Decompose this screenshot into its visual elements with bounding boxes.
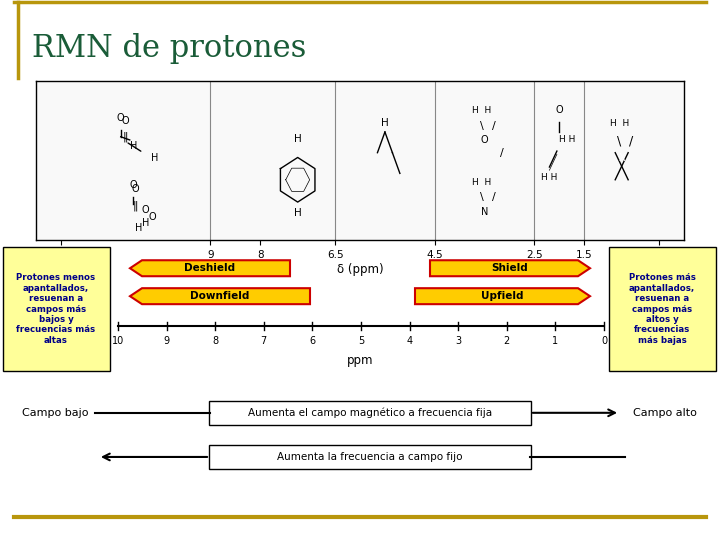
Text: Campo alto: Campo alto — [633, 408, 697, 418]
Text: H: H — [130, 141, 137, 152]
Text: H: H — [150, 153, 158, 163]
Polygon shape — [130, 288, 310, 304]
Text: H: H — [294, 208, 302, 218]
Text: /: / — [492, 192, 496, 202]
Text: 1: 1 — [552, 336, 559, 346]
Text: Aumenta el campo magnético a frecuencia fija: Aumenta el campo magnético a frecuencia … — [248, 408, 492, 418]
Polygon shape — [415, 288, 590, 304]
X-axis label: δ (ppm): δ (ppm) — [337, 263, 383, 276]
Text: O: O — [556, 105, 563, 115]
Text: \: \ — [480, 121, 483, 131]
Text: 5: 5 — [358, 336, 364, 346]
Text: O: O — [481, 135, 488, 145]
Text: H  H: H H — [472, 178, 492, 186]
Text: 6: 6 — [310, 336, 315, 346]
Polygon shape — [430, 260, 590, 276]
Text: 10: 10 — [112, 336, 124, 346]
Text: ppm: ppm — [347, 354, 373, 367]
Text: Aumenta la frecuencia a campo fijo: Aumenta la frecuencia a campo fijo — [277, 452, 463, 462]
Text: Downfield: Downfield — [190, 291, 250, 301]
FancyBboxPatch shape — [609, 247, 716, 371]
Text: O: O — [148, 212, 156, 221]
Text: Deshield: Deshield — [184, 263, 235, 273]
Text: 4: 4 — [407, 336, 413, 346]
Text: 2: 2 — [504, 336, 510, 346]
Text: H H: H H — [559, 134, 575, 144]
Text: \: \ — [617, 134, 621, 148]
Text: N: N — [481, 207, 488, 217]
FancyBboxPatch shape — [209, 401, 531, 425]
Text: O: O — [130, 180, 137, 190]
Text: 8: 8 — [212, 336, 218, 346]
Text: /: / — [492, 121, 496, 131]
Text: Protones más
apantallados,
resuenan a
campos más
altos y
frecuencias
más bajas: Protones más apantallados, resuenan a ca… — [629, 273, 696, 345]
Text: Protones menos
apantallados,
resuenan a
campos más
bajos y
frecuencias más
altas: Protones menos apantallados, resuenan a … — [17, 273, 96, 345]
Text: O: O — [122, 116, 130, 126]
Text: Campo bajo: Campo bajo — [22, 408, 89, 418]
Text: H  H: H H — [472, 106, 492, 115]
Text: /: / — [629, 134, 634, 148]
Text: H: H — [135, 222, 142, 233]
Text: 9: 9 — [163, 336, 170, 346]
Text: RMN de protones: RMN de protones — [32, 33, 307, 64]
Text: H: H — [381, 118, 389, 127]
FancyBboxPatch shape — [209, 445, 531, 469]
Text: /: / — [500, 148, 503, 158]
Text: 0: 0 — [601, 336, 607, 346]
Text: ‖: ‖ — [133, 200, 138, 211]
Text: H  H: H H — [610, 119, 629, 127]
Text: \: \ — [480, 192, 483, 202]
Text: O: O — [132, 184, 140, 194]
Text: Shield: Shield — [492, 263, 528, 273]
Text: O: O — [117, 113, 125, 123]
FancyBboxPatch shape — [3, 247, 110, 371]
Text: X: X — [618, 153, 625, 163]
Polygon shape — [130, 260, 290, 276]
Text: H: H — [142, 218, 149, 228]
Text: 3: 3 — [455, 336, 462, 346]
Text: H: H — [294, 133, 302, 144]
Text: ‖: ‖ — [123, 132, 128, 142]
Text: Upfield: Upfield — [481, 291, 523, 301]
Text: O: O — [142, 205, 149, 215]
Text: H H: H H — [541, 173, 557, 182]
Text: 7: 7 — [261, 336, 267, 346]
